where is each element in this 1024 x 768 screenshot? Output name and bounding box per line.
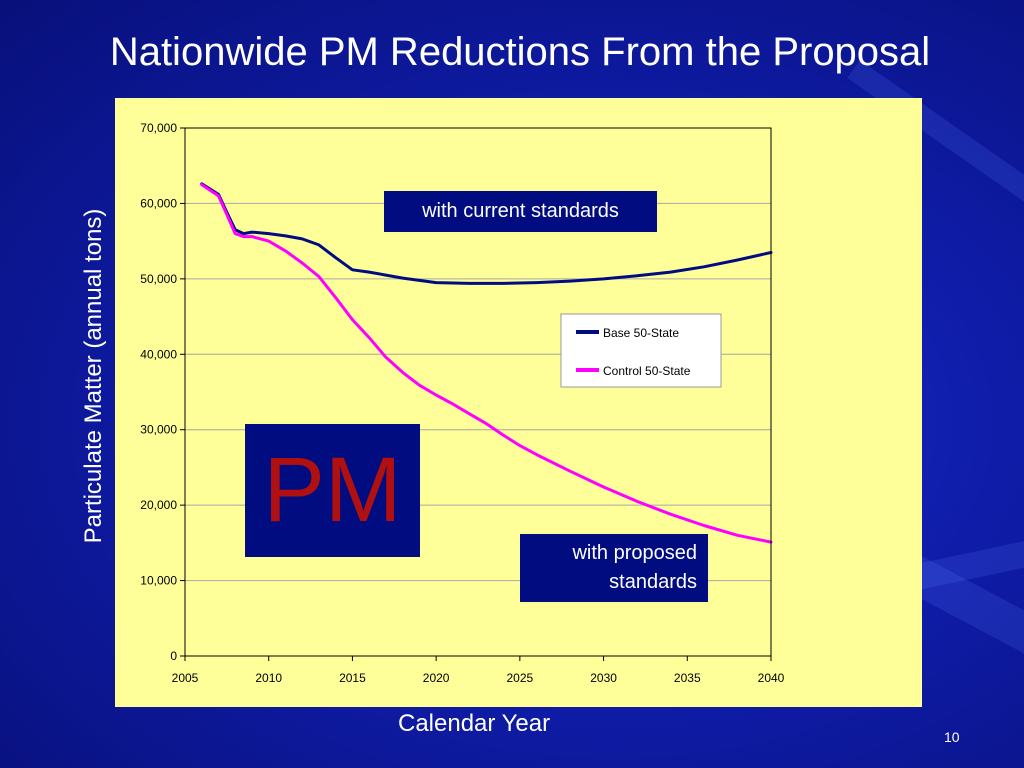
slide-title: Nationwide PM Reductions From the Propos… <box>109 30 931 74</box>
proposed-line-2: standards <box>609 571 697 593</box>
proposed-standards-annotation: with proposed standards <box>520 534 708 602</box>
page-number: 10 <box>944 729 960 745</box>
proposed-line-1: with proposed <box>572 542 697 564</box>
legend-label-control: Control 50-State <box>603 364 691 378</box>
series-line-control-50-state <box>200 183 773 544</box>
series-line-base-50-state <box>200 182 773 285</box>
x-tick-label: 2005 <box>172 671 199 685</box>
y-tick-label: 0 <box>170 649 177 663</box>
legend-label-base: Base 50-State <box>603 326 679 340</box>
y-tick-label: 40,000 <box>140 347 177 361</box>
x-tick-label: 2020 <box>423 671 450 685</box>
x-tick-label: 2010 <box>255 671 282 685</box>
y-tick-label: 70,000 <box>140 121 177 135</box>
legend: Base 50-State Control 50-State <box>560 313 722 388</box>
y-tick-label: 10,000 <box>140 574 177 588</box>
x-tick-label: 2035 <box>674 671 701 685</box>
pm-label-text: PM <box>263 439 402 541</box>
y-tick-label: 30,000 <box>140 423 177 437</box>
pm-label-box: PM <box>245 424 420 557</box>
y-tick-label: 50,000 <box>140 272 177 286</box>
y-tick-label: 60,000 <box>140 196 177 210</box>
x-tick-label: 2025 <box>507 671 534 685</box>
y-tick-label: 20,000 <box>140 498 177 512</box>
x-axis-label: Calendar Year <box>398 710 551 737</box>
y-axis-label: Particulate Matter (annual tons) <box>80 208 107 544</box>
x-tick-label: 2030 <box>590 671 617 685</box>
x-tick-label: 2015 <box>339 671 366 685</box>
legend-box <box>560 313 722 388</box>
plot-area-frame <box>184 127 772 657</box>
x-tick-label: 2040 <box>758 671 785 685</box>
current-standards-annotation: with current standards <box>384 191 657 232</box>
